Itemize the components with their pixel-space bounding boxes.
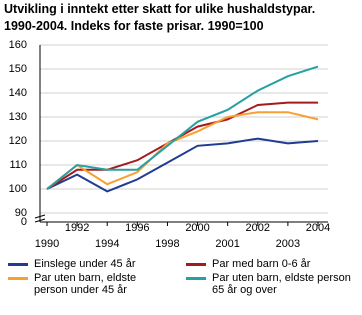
x-tick-label: 2001 <box>215 238 239 250</box>
x-tick-label: 1996 <box>125 222 149 234</box>
series-line <box>46 101 318 190</box>
chart: Utvikling i inntekt etter skatt for ulik… <box>4 2 330 250</box>
x-tick-label: 1992 <box>65 222 89 234</box>
series-line <box>46 111 319 190</box>
x-tick-label: 1998 <box>155 238 179 250</box>
legend-item: Par uten barn, eldste person under 45 år <box>4 272 182 296</box>
x-tick-label: 2004 <box>306 222 330 234</box>
legend-label: Par med barn 0-6 år <box>212 258 311 270</box>
y-tick-label: 110 <box>9 159 27 171</box>
y-tick-label: 90 <box>15 207 27 219</box>
y-tick-label: 150 <box>9 63 27 75</box>
legend-label: Einslege under 45 år <box>34 258 136 270</box>
legend-swatch <box>186 263 206 266</box>
legend: Einslege under 45 år Par med barn 0-6 år P… <box>4 258 360 296</box>
y-tick-label: 100 <box>9 183 27 195</box>
legend-swatch <box>8 277 28 280</box>
y-tick-label: 160 <box>9 39 27 51</box>
chart-title: Utvikling i inntekt etter skatt for ulik… <box>4 2 315 33</box>
x-tick-label: 1994 <box>95 238 119 250</box>
legend-swatch <box>186 277 206 280</box>
legend-item: Par uten barn, eldste person 65 år og ov… <box>182 272 360 296</box>
series-line <box>46 65 319 190</box>
x-tick-label: 2000 <box>185 222 209 234</box>
y-tick-label: 0 <box>21 216 27 228</box>
legend-label: Par uten barn, eldste person under 45 år <box>34 272 137 296</box>
legend-label: Par uten barn, eldste person 65 år og ov… <box>212 272 351 296</box>
x-tick-label: 2003 <box>276 238 300 250</box>
y-tick-label: 120 <box>9 135 27 147</box>
legend-swatch <box>8 263 28 266</box>
legend-item: Einslege under 45 år <box>4 258 182 270</box>
legend-item: Par med barn 0-6 år <box>182 258 360 270</box>
axis-break <box>34 214 46 223</box>
y-tick-label: 140 <box>9 87 27 99</box>
series-line <box>46 137 319 193</box>
x-tick-label: 2002 <box>246 222 270 234</box>
y-tick-label: 130 <box>9 111 27 123</box>
x-tick-label: 1990 <box>35 238 59 250</box>
